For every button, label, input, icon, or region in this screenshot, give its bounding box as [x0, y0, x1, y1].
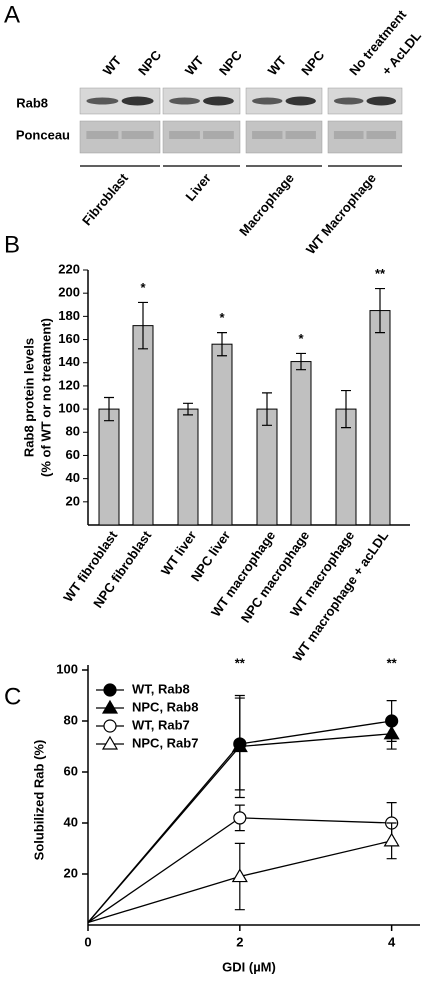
ponceau-band	[333, 131, 364, 139]
band	[366, 96, 397, 106]
error-bar	[296, 352, 306, 371]
y-tick-label: 100	[56, 661, 78, 676]
y-tick-label: 20	[64, 865, 78, 880]
legend-label: WT, Rab7	[132, 717, 190, 732]
y-tick-label: 160	[58, 331, 80, 346]
error-bar	[183, 402, 193, 416]
ponceau-band	[121, 131, 154, 139]
error-bar	[217, 331, 227, 357]
marker	[103, 683, 117, 697]
group-label: Fibroblast	[79, 170, 131, 228]
ponceau-band	[169, 131, 200, 139]
error-bar	[138, 301, 148, 350]
ponceau-band	[203, 131, 234, 139]
y-tick-label: 220	[58, 261, 80, 276]
y-tick-label: 200	[58, 285, 80, 300]
panel-label: A	[4, 1, 20, 28]
marker	[101, 735, 119, 750]
ponceau-band	[86, 131, 119, 139]
y-axis-label: Solubilized Rab (%)	[31, 740, 46, 861]
lane-label: NPC	[216, 47, 246, 78]
lane-label: WT	[182, 53, 207, 78]
y-tick-label: 40	[66, 470, 80, 485]
bar	[211, 343, 233, 526]
bar	[132, 325, 154, 526]
y-tick-label: 40	[64, 814, 78, 829]
significance: **	[375, 266, 386, 281]
x-axis-label: GDI (µM)	[222, 959, 276, 974]
error-bar	[341, 389, 351, 429]
lane-label: NPC	[298, 47, 328, 78]
significance: *	[298, 331, 304, 346]
group-label: Liver	[182, 170, 213, 203]
group-label: WT Macrophage	[303, 170, 379, 257]
legend-label: NPC, Rab8	[132, 699, 198, 714]
group-label: Macrophage	[236, 170, 297, 238]
y-tick-label: 80	[64, 712, 78, 727]
legend-label: WT, Rab8	[132, 681, 190, 696]
marker	[383, 725, 400, 740]
bar	[177, 408, 199, 526]
y-tick-label: 60	[64, 763, 78, 778]
significance: *	[219, 310, 225, 325]
marker	[101, 699, 119, 714]
bar	[290, 361, 312, 526]
error-bar	[104, 396, 114, 422]
band	[252, 97, 283, 105]
band	[333, 97, 364, 105]
significance: **	[235, 655, 246, 670]
band	[169, 97, 200, 105]
y-tick-label: 120	[58, 377, 80, 392]
x-tick-label: 2	[236, 934, 243, 949]
marker	[383, 832, 400, 847]
y-tick-label: 140	[58, 354, 80, 369]
bar	[369, 310, 391, 526]
y-axis-label: Rab8 protein levels	[21, 338, 36, 457]
band	[203, 96, 234, 106]
error-bar	[375, 287, 385, 334]
ponceau-band	[285, 131, 316, 139]
panel-label: B	[4, 231, 20, 258]
marker	[231, 868, 248, 883]
y-tick-label: 60	[66, 447, 80, 462]
y-tick-label: 180	[58, 308, 80, 323]
row-label: Ponceau	[16, 127, 70, 142]
legend-label: NPC, Rab7	[132, 735, 198, 750]
significance: **	[387, 655, 398, 670]
x-tick-label: 0	[84, 934, 91, 949]
y-tick-label: 80	[66, 424, 80, 439]
bar	[98, 408, 120, 526]
bar	[256, 408, 278, 526]
y-axis-label: (% of WT or no treatment)	[38, 318, 53, 477]
x-tick-label: 4	[388, 934, 396, 949]
ponceau-band	[252, 131, 283, 139]
marker	[103, 719, 117, 733]
marker	[233, 811, 247, 825]
lane-label: WT	[265, 53, 290, 78]
lane-label: NPC	[135, 47, 165, 78]
row-label: Rab8	[16, 95, 48, 110]
significance: *	[140, 280, 146, 295]
marker	[231, 738, 248, 753]
ponceau-band	[366, 131, 397, 139]
y-tick-label: 20	[66, 493, 80, 508]
y-tick-label: 100	[58, 401, 80, 416]
panel-label: C	[4, 683, 21, 710]
band	[86, 97, 119, 105]
band	[285, 96, 316, 106]
lane-label: WT	[100, 53, 125, 78]
error-bar	[262, 392, 272, 426]
band	[121, 96, 154, 106]
